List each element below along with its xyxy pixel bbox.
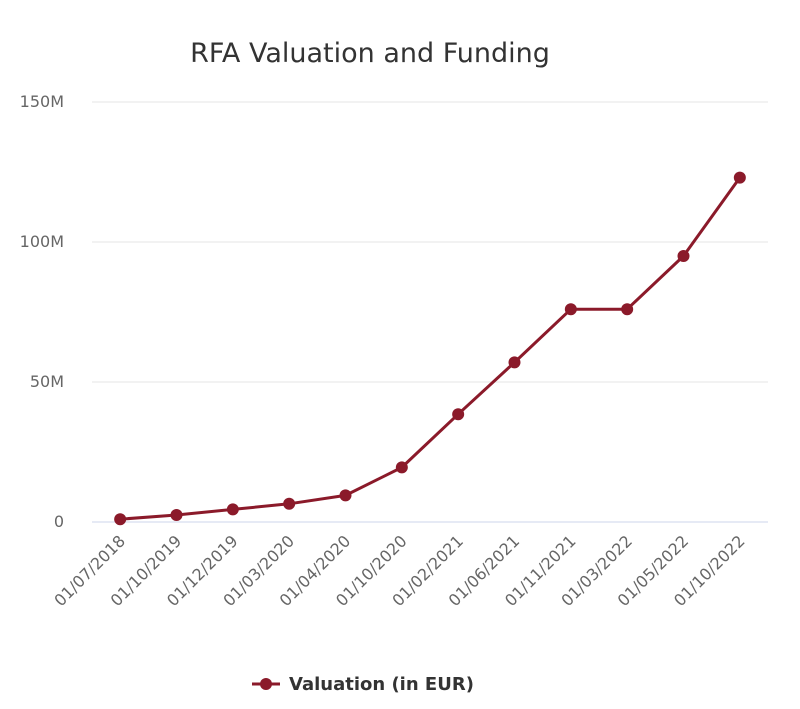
y-axis-ticks: 0 50M 100M 150M [20,92,64,531]
legend-label: Valuation (in EUR) [289,674,474,695]
data-point [677,250,690,262]
y-tick-label: 0 [54,512,64,531]
data-point [621,303,634,316]
data-point [733,171,746,184]
data-point [283,497,296,510]
x-axis-ticks: 01/07/201801/10/201901/12/201901/03/2020… [50,531,748,610]
data-point [508,356,521,369]
data-point [452,408,465,421]
grid [92,101,768,523]
data-point [395,461,408,474]
series-layer [114,171,746,526]
data-point [339,489,352,502]
series-line [120,176,742,521]
data-point [114,513,127,526]
data-point [226,503,239,516]
data-point [170,509,183,521]
y-tick-label: 50M [30,372,64,391]
legend-marker-icon [260,678,272,690]
data-point [564,303,577,316]
legend[interactable]: Valuation (in EUR) [252,674,474,695]
chart-title: RFA Valuation and Funding [190,38,550,69]
y-tick-label: 150M [20,92,64,111]
y-tick-label: 100M [20,232,64,251]
